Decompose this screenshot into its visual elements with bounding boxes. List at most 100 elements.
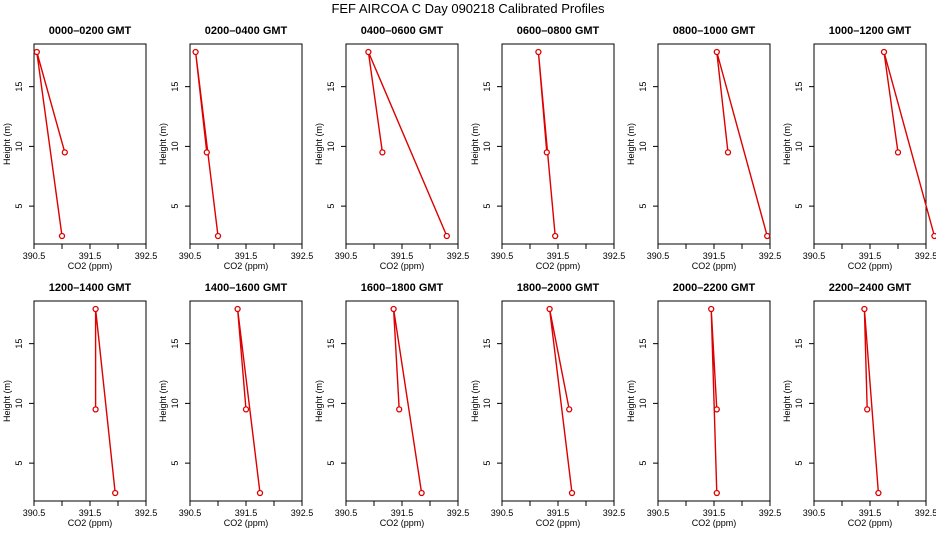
y-tick-label: 10: [14, 141, 24, 151]
profile-line: [716, 51, 768, 237]
y-tick-label: 10: [170, 141, 180, 151]
y-tick-label: 10: [326, 141, 336, 151]
data-point: [92, 406, 99, 413]
x-tick-label: 392.5: [759, 251, 782, 261]
y-axis-label: Height (m): [782, 380, 792, 422]
y-tick-label: 10: [170, 398, 180, 408]
data-point: [256, 489, 264, 497]
data-point: [546, 305, 553, 313]
plot-frame: [345, 300, 459, 502]
panel-title: 0200–0400 GMT: [205, 25, 288, 37]
panel-title: 1000–1200 GMT: [829, 25, 912, 37]
profile-line: [883, 51, 936, 237]
x-tick-label: 391.5: [79, 508, 102, 518]
x-tick-label: 392.5: [291, 508, 314, 518]
x-tick-label: 392.5: [135, 508, 158, 518]
data-point: [713, 489, 720, 497]
panel-3: 0400–0600 GMT 390.5 391.5 392.5 CO2 (ppm) 5 10…: [314, 25, 469, 271]
plot-frame: [813, 300, 927, 502]
y-tick-label: 5: [326, 204, 336, 209]
x-tick-label: 391.5: [703, 251, 726, 261]
profile-line: [392, 308, 423, 494]
x-tick-label: 390.5: [335, 251, 358, 261]
data-point: [568, 489, 576, 497]
profile-line: [194, 51, 219, 237]
y-tick-label: 10: [482, 398, 492, 408]
plot-frame: [189, 300, 303, 502]
panel-title: 0000–0200 GMT: [49, 25, 132, 37]
x-axis-label: CO2 (ppm): [224, 261, 269, 271]
x-tick-label: 391.5: [547, 251, 570, 261]
y-tick-label: 15: [638, 82, 648, 92]
panel-9: 1600–1800 GMT 390.5 391.5 392.5 CO2 (ppm) 5 10…: [314, 282, 469, 528]
data-point: [33, 48, 40, 56]
y-tick-label: 5: [794, 204, 804, 209]
y-axis-label: Height (m): [2, 380, 12, 422]
data-point: [379, 149, 386, 156]
data-point: [552, 232, 559, 240]
y-axis-label: Height (m): [470, 123, 480, 165]
y-tick-label: 10: [326, 398, 336, 408]
y-tick-label: 15: [482, 339, 492, 349]
y-tick-label: 5: [482, 461, 492, 466]
y-tick-label: 15: [14, 339, 24, 349]
plot-frame: [33, 43, 147, 245]
y-tick-label: 15: [638, 339, 648, 349]
y-axis-label: Height (m): [2, 123, 12, 165]
data-point: [365, 48, 372, 56]
data-point: [214, 232, 222, 240]
x-tick-label: 392.5: [915, 251, 936, 261]
y-tick-label: 5: [170, 204, 180, 209]
data-point: [864, 406, 871, 413]
data-point: [713, 406, 720, 413]
y-tick-label: 10: [482, 141, 492, 151]
y-axis-label: Height (m): [158, 380, 168, 422]
data-point: [112, 489, 119, 497]
panel-title: 2200–2400 GMT: [829, 282, 912, 294]
data-point: [390, 305, 397, 313]
x-axis-label: CO2 (ppm): [848, 518, 893, 528]
y-tick-label: 15: [170, 82, 180, 92]
data-point: [535, 48, 542, 56]
x-tick-label: 391.5: [859, 251, 882, 261]
x-tick-label: 392.5: [603, 508, 626, 518]
x-tick-label: 391.5: [703, 508, 726, 518]
y-tick-label: 5: [482, 204, 492, 209]
x-axis-label: CO2 (ppm): [692, 261, 737, 271]
x-tick-label: 392.5: [291, 251, 314, 261]
panel-title: 2000–2200 GMT: [673, 282, 756, 294]
y-tick-label: 15: [14, 82, 24, 92]
x-axis-label: CO2 (ppm): [68, 518, 113, 528]
y-tick-label: 15: [326, 82, 336, 92]
profile-line: [537, 51, 556, 237]
y-tick-label: 10: [794, 398, 804, 408]
data-point: [192, 48, 199, 56]
x-tick-label: 392.5: [759, 508, 782, 518]
x-tick-label: 391.5: [391, 251, 414, 261]
y-tick-label: 5: [794, 461, 804, 466]
y-tick-label: 5: [170, 461, 180, 466]
x-tick-label: 390.5: [335, 508, 358, 518]
x-tick-label: 392.5: [915, 508, 936, 518]
plot-frame: [501, 300, 615, 502]
y-tick-label: 10: [638, 398, 648, 408]
plot-frame: [501, 43, 615, 245]
profile-line: [236, 308, 261, 494]
data-point: [443, 232, 450, 240]
panel-10: 1800–2000 GMT 390.5 391.5 392.5 CO2 (ppm) 5 10…: [470, 282, 625, 528]
data-point: [203, 149, 210, 156]
y-tick-label: 15: [794, 339, 804, 349]
data-point: [875, 489, 882, 497]
x-tick-label: 391.5: [391, 508, 414, 518]
panel-title: 0800–1000 GMT: [673, 25, 756, 37]
panel-title: 1800–2000 GMT: [517, 282, 600, 294]
profile-line: [36, 51, 66, 237]
x-axis-label: CO2 (ppm): [68, 261, 113, 271]
y-axis-label: Height (m): [158, 123, 168, 165]
panel-4: 0600–0800 GMT 390.5 391.5 392.5 CO2 (ppm) 5 10…: [470, 25, 625, 271]
x-tick-label: 390.5: [179, 251, 202, 261]
y-axis-label: Height (m): [626, 380, 636, 422]
y-axis-label: Height (m): [626, 123, 636, 165]
data-point: [58, 232, 66, 240]
